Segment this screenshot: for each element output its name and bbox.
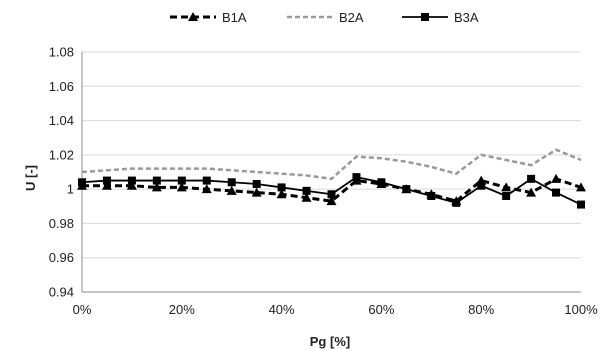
data-point <box>251 187 262 197</box>
y-tick-label: 0.94 <box>49 285 74 300</box>
gridlines <box>82 51 581 259</box>
y-tick-labels: 0.94 0.96 0.98 1 1.02 1.04 1.06 1.08 <box>49 45 74 300</box>
data-point <box>477 181 486 190</box>
data-point <box>452 198 461 207</box>
data-point <box>201 184 212 194</box>
data-point <box>527 174 536 183</box>
data-point <box>551 173 562 183</box>
y-axis-title: U [-] <box>23 165 38 191</box>
x-tick-label: 20% <box>169 302 195 317</box>
data-point <box>302 186 311 195</box>
data-point <box>377 178 386 187</box>
data-point <box>151 182 162 192</box>
series-lines <box>77 148 586 209</box>
legend-item-b3a: B3A <box>402 10 479 25</box>
data-point <box>102 176 111 185</box>
data-point <box>176 182 187 192</box>
x-tick-label: 40% <box>269 302 295 317</box>
legend-item-b1a: B1A <box>170 10 247 25</box>
y-tick-label: 1.04 <box>49 113 74 128</box>
data-point <box>177 176 186 185</box>
data-point <box>402 185 411 194</box>
legend-label: B3A <box>454 10 479 25</box>
y-tick-label: 1.06 <box>49 79 74 94</box>
y-tick-label: 0.98 <box>49 216 74 231</box>
legend-label: B2A <box>339 10 364 25</box>
data-point <box>501 182 512 192</box>
series-line-b2a <box>81 148 582 181</box>
data-point <box>202 176 211 185</box>
data-point <box>101 180 112 190</box>
series-b3a <box>78 173 585 209</box>
data-point <box>327 190 336 199</box>
series-line-b1a <box>82 177 582 203</box>
legend: B1A B2A B3A <box>170 10 479 25</box>
legend-marker <box>188 12 198 21</box>
y-tick-label: 1.08 <box>49 45 74 60</box>
data-point <box>276 189 287 199</box>
data-point <box>502 192 511 200</box>
data-point <box>252 180 261 188</box>
data-point <box>301 192 312 202</box>
data-point <box>526 187 537 197</box>
data-point <box>326 196 337 206</box>
x-tick-label: 60% <box>368 302 394 317</box>
y-tick-label: 0.96 <box>49 250 74 265</box>
legend-item-b2a: B2A <box>287 10 364 25</box>
data-point <box>152 176 161 185</box>
data-point <box>226 185 237 195</box>
legend-marker <box>421 13 429 21</box>
x-tick-labels: 0% 20% 40% 60% 80% 100% <box>73 302 598 317</box>
series-b2a <box>81 148 582 181</box>
data-point <box>552 188 561 197</box>
data-point <box>577 200 585 209</box>
x-axis-title: Pg [%] <box>310 334 350 349</box>
legend-label: B1A <box>222 10 247 25</box>
data-point <box>126 180 137 190</box>
y-tick-label: 1 <box>67 182 74 197</box>
y-tick-label: 1.02 <box>49 147 74 162</box>
data-point <box>277 183 286 192</box>
data-point <box>427 192 436 200</box>
data-point <box>576 182 586 192</box>
data-point <box>352 173 361 182</box>
x-tick-label: 100% <box>564 302 598 317</box>
data-point <box>227 178 236 187</box>
axes <box>81 52 581 293</box>
x-tick-label: 80% <box>468 302 494 317</box>
x-tick-label: 0% <box>73 302 92 317</box>
data-point <box>78 178 86 187</box>
data-point <box>127 176 136 185</box>
